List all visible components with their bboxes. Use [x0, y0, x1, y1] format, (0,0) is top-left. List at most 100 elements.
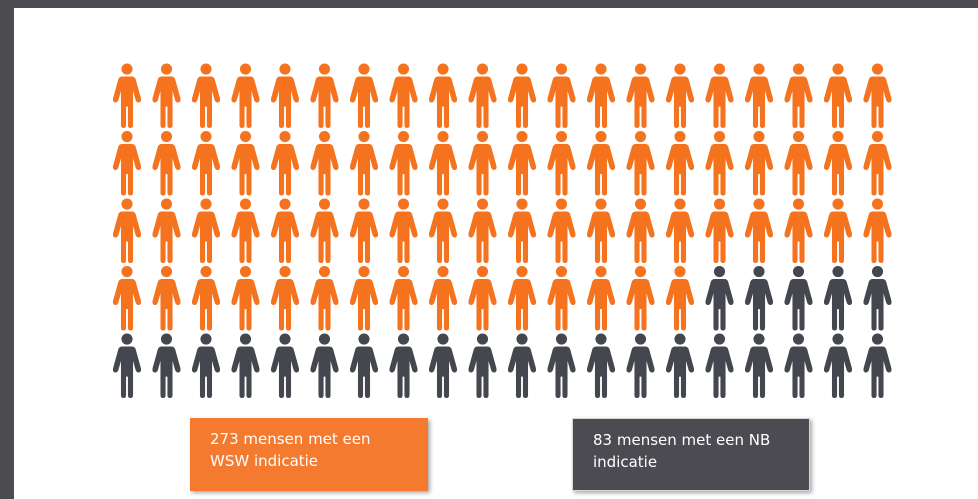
person-icon: [705, 333, 734, 398]
person-icon: [152, 130, 181, 196]
person-icon: [547, 63, 576, 128]
person-icon: [863, 198, 892, 263]
person-icon: [429, 63, 457, 128]
person-icon: [666, 333, 694, 398]
person-icon: [863, 265, 892, 331]
person-icon: [508, 333, 536, 398]
person-icon: [705, 265, 734, 331]
person-icon: [310, 63, 339, 128]
person-icon: [113, 265, 141, 331]
person-icon: [389, 265, 418, 331]
person-icon: [784, 198, 813, 263]
legend-wsw: 273 mensen met een WSW indicatie: [190, 418, 428, 491]
person-icon: [547, 333, 576, 398]
person-icon: [587, 265, 615, 331]
person-icon: [863, 63, 892, 128]
person-icon: [231, 130, 260, 196]
person-icon: [508, 198, 536, 263]
person-icon: [389, 130, 418, 196]
person-icon: [705, 198, 734, 263]
person-icon: [231, 63, 260, 128]
person-icon: [626, 333, 655, 398]
person-icon: [824, 265, 852, 331]
person-icon: [350, 333, 378, 398]
legend-nb-label: 83 mensen met een NB indicatie: [593, 431, 771, 471]
person-icon: [587, 198, 615, 263]
slide: 273 mensen met een WSW indicatie 83 mens…: [14, 8, 978, 499]
person-icon: [824, 63, 852, 128]
person-icon: [508, 130, 536, 196]
person-icon: [547, 265, 576, 331]
person-icon: [468, 333, 497, 398]
person-icon: [429, 265, 457, 331]
person-icon: [152, 198, 181, 263]
person-icon: [192, 333, 220, 398]
person-icon: [271, 198, 299, 263]
person-icon: [152, 265, 181, 331]
person-icon: [389, 63, 418, 128]
person-icon: [587, 63, 615, 128]
person-icon: [152, 63, 181, 128]
person-icon: [192, 265, 220, 331]
person-icon: [231, 265, 260, 331]
person-icon: [192, 198, 220, 263]
person-icon: [113, 130, 141, 196]
person-icon: [192, 130, 220, 196]
person-icon: [192, 63, 220, 128]
person-icon: [468, 265, 497, 331]
person-icon: [310, 130, 339, 196]
person-icon: [310, 265, 339, 331]
person-icon: [626, 198, 655, 263]
person-icon: [863, 130, 892, 196]
person-icon: [350, 63, 378, 128]
person-icon: [587, 333, 615, 398]
person-icon: [824, 130, 852, 196]
person-icon: [508, 265, 536, 331]
legend-wsw-label: 273 mensen met een WSW indicatie: [210, 430, 371, 470]
legend-nb: 83 mensen met een NB indicatie: [572, 418, 810, 491]
person-icon: [389, 198, 418, 263]
person-icon: [271, 130, 299, 196]
person-icon: [350, 130, 378, 196]
person-icon: [113, 63, 141, 128]
person-icon: [113, 198, 141, 263]
person-icon: [350, 265, 378, 331]
person-icon: [271, 265, 299, 331]
person-icon: [113, 333, 141, 398]
person-icon: [350, 198, 378, 263]
person-icon: [310, 198, 339, 263]
person-icon: [745, 63, 773, 128]
person-icon: [666, 198, 694, 263]
person-icon: [745, 265, 773, 331]
person-icon: [389, 333, 418, 398]
person-icon: [429, 130, 457, 196]
person-icon: [310, 333, 339, 398]
person-icon: [429, 198, 457, 263]
person-icon: [468, 63, 497, 128]
person-icon: [271, 333, 299, 398]
person-icon: [666, 265, 694, 331]
person-icon: [508, 63, 536, 128]
person-icon: [429, 333, 457, 398]
person-icon: [666, 130, 694, 196]
person-icon: [705, 63, 734, 128]
person-icon: [231, 333, 260, 398]
person-pictogram: [113, 63, 892, 398]
person-icon: [784, 265, 813, 331]
person-icon: [745, 198, 773, 263]
person-icon: [784, 130, 813, 196]
person-icon: [271, 63, 299, 128]
person-icon: [784, 333, 813, 398]
person-icon: [468, 198, 497, 263]
person-icon: [152, 333, 181, 398]
person-icon: [824, 198, 852, 263]
person-icon: [468, 130, 497, 196]
person-icon: [745, 333, 773, 398]
person-icon: [231, 198, 260, 263]
person-icon: [626, 130, 655, 196]
person-icon: [626, 63, 655, 128]
person-icon: [666, 63, 694, 128]
person-icon: [784, 63, 813, 128]
person-icon: [547, 198, 576, 263]
person-icon: [705, 130, 734, 196]
